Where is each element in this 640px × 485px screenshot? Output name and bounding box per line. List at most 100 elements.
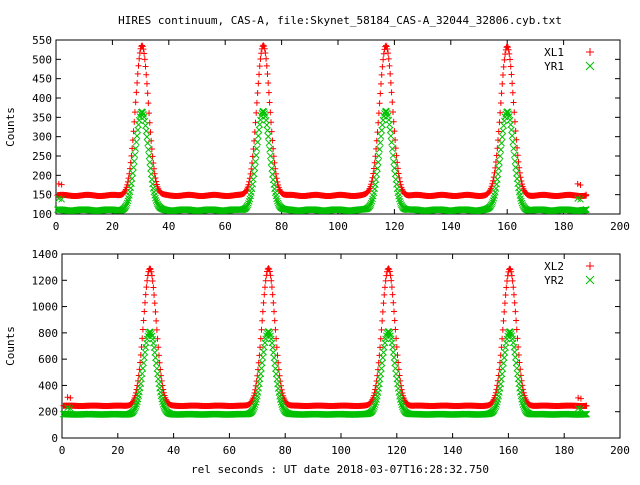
data-point	[495, 137, 502, 144]
y-tick-label: 200	[32, 169, 52, 182]
data-point	[271, 317, 278, 324]
data-point	[251, 401, 259, 409]
data-point	[142, 291, 149, 298]
data-point	[146, 110, 153, 117]
y-tick-label: 0	[51, 432, 58, 445]
data-point	[368, 181, 375, 188]
y-tick-label: 550	[32, 34, 52, 47]
data-point	[396, 198, 404, 205]
data-point	[58, 181, 65, 188]
data-point	[264, 127, 271, 134]
x-tick-label: 60	[223, 444, 236, 457]
data-point	[132, 403, 140, 410]
x-tick-label: 160	[498, 444, 518, 457]
data-point	[520, 389, 527, 396]
data-point	[393, 335, 400, 342]
data-point	[248, 398, 255, 405]
data-point	[503, 284, 510, 291]
data-point	[513, 326, 520, 333]
x-tick-label: 0	[59, 444, 66, 457]
data-point	[264, 133, 272, 140]
series-yr1	[54, 107, 590, 215]
x-tick-label: 60	[219, 220, 232, 233]
y-axis-label: Counts	[4, 326, 17, 366]
x-tick-label: 180	[554, 444, 574, 457]
data-point	[399, 389, 406, 396]
data-point	[387, 79, 394, 86]
data-point	[490, 174, 497, 181]
data-point	[263, 62, 270, 69]
legend-marker	[586, 262, 594, 270]
data-point	[252, 151, 260, 159]
data-point	[146, 158, 154, 166]
data-point	[388, 89, 395, 96]
data-point	[134, 79, 141, 86]
data-point	[368, 398, 375, 405]
data-point	[378, 80, 385, 87]
data-point	[376, 352, 383, 359]
data-point	[259, 308, 266, 315]
chart-title: HIRES continuum, CAS-A, file:Skynet_5818…	[118, 14, 562, 27]
data-point	[133, 132, 141, 140]
data-point	[270, 299, 277, 306]
data-point	[507, 328, 514, 336]
data-point	[382, 277, 389, 284]
data-point	[491, 404, 499, 412]
data-point	[271, 159, 278, 166]
data-point	[501, 308, 508, 315]
data-point	[492, 392, 499, 399]
data-point	[500, 317, 507, 324]
data-point	[254, 90, 261, 97]
data-point	[514, 144, 521, 151]
data-point	[265, 89, 272, 96]
series-xl2	[60, 265, 590, 409]
data-point	[142, 122, 149, 129]
data-point	[139, 42, 146, 49]
data-point	[494, 170, 502, 178]
data-point	[387, 70, 394, 77]
data-point	[272, 170, 279, 177]
data-point	[489, 199, 496, 206]
data-point	[256, 71, 263, 78]
data-point	[506, 50, 513, 57]
data-point	[258, 359, 266, 367]
data-point	[270, 354, 278, 362]
data-point	[392, 136, 399, 143]
data-point	[376, 100, 383, 107]
data-point	[378, 359, 386, 367]
data-point	[377, 370, 385, 378]
data-point	[496, 152, 504, 160]
data-point	[509, 277, 516, 284]
data-point	[257, 56, 264, 63]
data-point	[368, 197, 376, 205]
data-point	[509, 138, 517, 146]
data-point	[134, 70, 141, 77]
data-point	[380, 300, 387, 307]
data-point	[511, 109, 518, 116]
data-point	[130, 128, 137, 135]
data-point	[508, 268, 515, 275]
data-point	[489, 180, 496, 187]
data-point	[386, 268, 393, 275]
data-point	[379, 63, 386, 70]
data-point	[152, 354, 159, 362]
x-tick-label: 180	[554, 220, 574, 233]
data-point	[250, 405, 258, 412]
data-point	[147, 328, 154, 336]
x-tick-label: 80	[279, 444, 292, 457]
data-point	[393, 343, 400, 350]
data-point	[268, 165, 276, 172]
data-point	[267, 159, 275, 166]
data-point	[390, 299, 397, 306]
data-point	[263, 121, 271, 129]
data-point	[121, 189, 128, 196]
data-point	[509, 89, 516, 96]
data-point	[499, 326, 506, 333]
data-point	[272, 326, 279, 333]
data-point	[384, 45, 391, 52]
data-point	[123, 184, 130, 191]
data-point	[142, 299, 149, 306]
y-tick-label: 1000	[32, 301, 59, 314]
data-point	[374, 158, 382, 166]
data-point	[391, 317, 398, 324]
